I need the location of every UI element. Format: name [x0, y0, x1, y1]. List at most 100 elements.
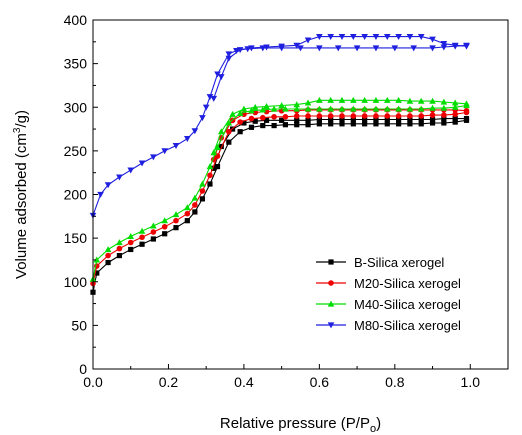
- adsorption-point: [271, 114, 277, 120]
- y-tick-label: 350: [64, 56, 88, 72]
- desorption-point: [373, 116, 379, 123]
- legend-swatch-marker: [328, 259, 334, 265]
- adsorption-point: [225, 51, 233, 58]
- adsorption-point: [327, 113, 334, 119]
- desorption-point: [338, 33, 346, 40]
- adsorption-point: [429, 45, 436, 52]
- desorption-point: [350, 96, 357, 103]
- adsorption-point: [259, 106, 267, 113]
- adsorption-point: [391, 45, 399, 52]
- adsorption-point: [199, 115, 206, 122]
- x-tick-label: 1.0: [461, 374, 481, 390]
- y-axis-title-main: Volume adsorbed (cm: [13, 133, 30, 279]
- adsorption-point: [270, 105, 278, 112]
- adsorption-point: [237, 129, 243, 135]
- desorption-point: [240, 105, 248, 112]
- adsorption-point: [440, 44, 448, 51]
- desorption-point: [361, 33, 368, 40]
- adsorption-point: [191, 128, 199, 135]
- adsorption-point: [150, 222, 157, 229]
- legend-label: B-Silica xerogel: [354, 255, 444, 270]
- adsorption-point: [97, 191, 104, 198]
- adsorption-point: [173, 225, 179, 231]
- x-tick-label: 0.6: [310, 374, 330, 390]
- adsorption-point: [373, 121, 379, 127]
- adsorption-point: [440, 104, 448, 111]
- desorption-point: [361, 96, 368, 103]
- desorption-point: [316, 96, 323, 103]
- adsorption-point: [161, 148, 168, 155]
- desorption-point: [407, 116, 413, 123]
- x-axis-title-subscript: o: [370, 423, 376, 435]
- desorption-point: [293, 101, 301, 108]
- adsorption-point: [172, 211, 180, 218]
- desorption-point: [441, 115, 447, 122]
- adsorption-point: [116, 239, 123, 246]
- desorption-point: [350, 116, 356, 123]
- adsorption-point: [233, 47, 240, 54]
- adsorption-point: [406, 105, 414, 112]
- desorption-point: [210, 95, 218, 102]
- y-axis-title: Volume adsorbed (cm3/g): [12, 110, 30, 279]
- desorption-point: [241, 120, 247, 126]
- adsorption-point: [271, 122, 277, 129]
- desorption-point: [395, 116, 402, 123]
- x-axis-title-main: Relative pressure (P/P: [220, 415, 370, 432]
- adsorption-point: [248, 107, 255, 114]
- adsorption-point: [350, 105, 357, 112]
- adsorption-point: [192, 202, 198, 208]
- adsorption-point: [162, 231, 168, 237]
- adsorption-point: [191, 194, 199, 201]
- adsorption-point: [418, 113, 425, 119]
- legend: B-Silica xerogel M20-Silica xerogel M40-Si…: [316, 255, 461, 333]
- adsorption-point: [128, 246, 134, 253]
- x-tick-label: 0.4: [234, 374, 254, 390]
- adsorption-point: [104, 246, 112, 253]
- desorption-point: [248, 45, 255, 52]
- desorption-point: [229, 110, 236, 117]
- legend-label: M80-Silica xerogel: [354, 318, 461, 333]
- adsorption-point: [451, 103, 459, 110]
- desorption-point: [440, 40, 448, 47]
- x-tick-label: 0.0: [83, 374, 103, 390]
- adsorption-point: [373, 113, 379, 119]
- adsorption-point: [192, 209, 198, 215]
- y-tick-label: 0: [79, 361, 87, 377]
- adsorption-point: [237, 119, 243, 125]
- adsorption-point: [410, 45, 417, 52]
- desorption-point: [327, 96, 334, 103]
- adsorption-point: [407, 121, 413, 127]
- desorption-point: [372, 33, 380, 40]
- desorption-point: [263, 117, 270, 123]
- adsorption-point: [207, 172, 213, 179]
- adsorption-point: [338, 105, 346, 112]
- desorption-point: [429, 97, 436, 104]
- desorption-point: [452, 115, 458, 122]
- adsorption-point: [236, 109, 244, 116]
- adsorption-point: [214, 143, 221, 150]
- adsorption-point: [418, 121, 424, 127]
- adsorption-point: [226, 128, 232, 135]
- adsorption-line: [92, 104, 467, 280]
- desorption-point: [305, 117, 311, 123]
- adsorption-point: [184, 204, 191, 211]
- adsorption-point: [350, 113, 357, 119]
- x-axis-ticks: 0.0 0.2 0.4 0.6 0.8 1.0: [83, 364, 480, 390]
- desorption-point: [406, 97, 414, 104]
- adsorption-point: [372, 105, 380, 112]
- adsorption-point: [207, 181, 213, 187]
- desorption-point: [278, 43, 285, 50]
- adsorption-point: [441, 112, 447, 118]
- desorption-point: [463, 43, 470, 50]
- desorption-point: [316, 116, 322, 123]
- x-axis-title-close: ): [376, 415, 381, 432]
- adsorption-point: [305, 122, 311, 128]
- legend-label: M40-Silica xerogel: [354, 297, 461, 312]
- adsorption-point: [282, 105, 289, 112]
- desorption-point: [327, 33, 334, 40]
- adsorption-point: [150, 229, 157, 235]
- adsorption-point: [384, 113, 391, 119]
- adsorption-point: [353, 45, 361, 52]
- adsorption-point: [294, 122, 300, 128]
- adsorption-point: [384, 121, 390, 127]
